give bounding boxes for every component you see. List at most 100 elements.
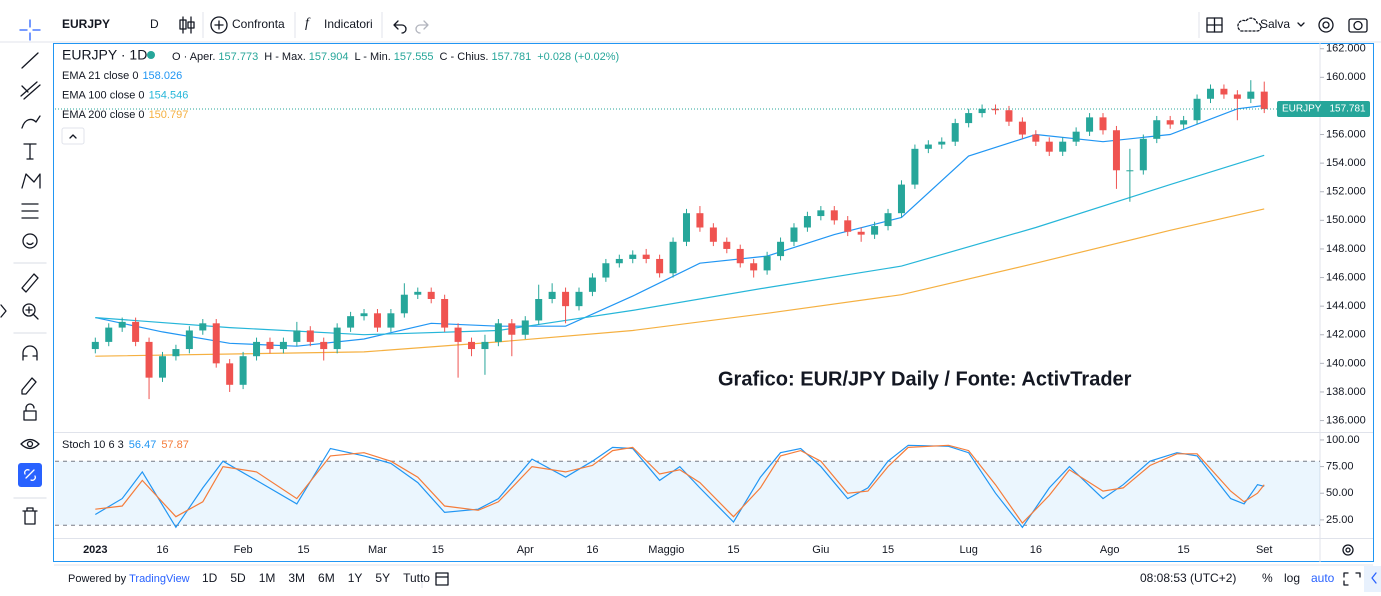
legend-name: EMA 100 close 0 <box>62 89 145 101</box>
candle-body <box>306 330 314 342</box>
candle-body <box>293 330 301 342</box>
candle-body <box>118 321 126 328</box>
zoom-tool[interactable] <box>22 303 39 320</box>
save-icon[interactable] <box>1237 17 1262 32</box>
x-tick-label: 15 <box>882 544 894 556</box>
range-button[interactable]: 1M <box>259 571 276 585</box>
snapshot-icon[interactable] <box>1348 18 1368 33</box>
candle-body <box>803 216 811 228</box>
compare-icon[interactable] <box>210 16 228 34</box>
symbol[interactable]: EURJPY <box>62 17 110 31</box>
lock-tool[interactable] <box>23 403 37 421</box>
range-button[interactable]: 1Y <box>348 571 363 585</box>
candle-body <box>1166 120 1174 125</box>
percent-toggle[interactable]: % <box>1262 571 1273 585</box>
save-menu-icon[interactable] <box>1297 22 1305 27</box>
emoji-tool[interactable] <box>22 233 38 249</box>
y-tick-label: 148.000 <box>1326 243 1366 255</box>
y-tick-label: 142.000 <box>1326 329 1366 341</box>
candle-body <box>615 258 623 264</box>
layout-icon[interactable] <box>1206 17 1223 33</box>
clock: 08:08:53 (UTC+2) <box>1140 571 1236 585</box>
visibility-tool[interactable] <box>20 438 40 450</box>
candle-body <box>736 248 744 264</box>
chart-frame <box>53 43 1374 562</box>
interval[interactable]: D <box>150 17 159 31</box>
range-button[interactable]: 3M <box>288 571 305 585</box>
drawing-toolbar <box>0 19 47 525</box>
fullscreen-icon[interactable] <box>1343 572 1361 586</box>
lock-drawing-tool[interactable] <box>21 377 37 395</box>
x-tick-label: Maggio <box>648 544 684 556</box>
price-badge-name: EURJPY <box>1282 104 1322 115</box>
fib-tool[interactable] <box>20 81 41 100</box>
candle-body <box>629 254 637 259</box>
brand-link[interactable]: TradingView <box>129 573 190 585</box>
prediction-tool[interactable] <box>21 203 39 219</box>
range-button[interactable]: 6M <box>318 571 335 585</box>
indicators-icon[interactable]: f <box>305 16 311 31</box>
brush-tool[interactable] <box>21 115 41 129</box>
delete-tool[interactable] <box>22 507 38 525</box>
candle-body <box>414 291 422 295</box>
candle-body <box>857 231 865 235</box>
candle-body <box>105 327 113 342</box>
chart-style-icon[interactable] <box>179 16 195 34</box>
x-tick-label: Giu <box>812 544 829 556</box>
range-button[interactable]: 1D <box>202 571 218 585</box>
candle-body <box>656 258 664 274</box>
candle-body <box>1206 88 1214 99</box>
candle-body <box>521 320 529 335</box>
compare-button[interactable]: Confronta <box>232 17 285 31</box>
x-tick-label: 15 <box>297 544 309 556</box>
settings-icon[interactable] <box>1318 17 1334 33</box>
candle-body <box>777 241 785 257</box>
redo-icon[interactable] <box>415 20 429 34</box>
x-tick-label: 16 <box>1030 544 1042 556</box>
candle-body <box>951 123 959 142</box>
text-tool[interactable] <box>23 143 37 160</box>
candle-body <box>1005 110 1013 122</box>
axis-settings-icon[interactable] <box>1342 544 1354 556</box>
sync-icon <box>24 469 36 481</box>
candle-body <box>279 341 287 350</box>
trendline-tool[interactable] <box>21 52 39 69</box>
undo-icon[interactable] <box>393 20 407 34</box>
save-button[interactable]: Salva <box>1260 17 1290 31</box>
y-tick-label: 25.00 <box>1326 514 1354 526</box>
candle-body <box>1032 134 1040 142</box>
auto-toggle[interactable]: auto <box>1311 571 1335 585</box>
crosshair-tool[interactable] <box>19 19 41 41</box>
collapse-legend-button[interactable] <box>61 127 85 145</box>
expand-left-icon[interactable] <box>0 304 7 318</box>
x-tick-label: 15 <box>432 544 444 556</box>
indicators-button[interactable]: Indicatori <box>324 17 373 31</box>
ohlc-label: O · Aper. <box>172 51 215 63</box>
x-tick-label: Feb <box>234 544 253 556</box>
range-button[interactable]: Tutto <box>403 571 430 585</box>
candle-body <box>468 341 476 350</box>
candle-body <box>790 227 798 242</box>
x-tick-label: Ago <box>1100 544 1120 556</box>
log-toggle[interactable]: log <box>1284 571 1300 585</box>
candle-body <box>911 148 919 185</box>
magnet-tool[interactable] <box>22 345 38 361</box>
candle-body <box>992 108 1000 111</box>
y-tick-label: 154.000 <box>1326 157 1366 169</box>
sync-tool-active[interactable] <box>18 463 42 487</box>
goto-date-icon[interactable] <box>435 572 449 586</box>
ruler-tool[interactable] <box>21 273 39 293</box>
x-tick-label: Lug <box>959 544 977 556</box>
pattern-tool[interactable] <box>21 173 41 189</box>
indicator-line <box>95 104 1265 347</box>
candle-body <box>871 226 879 235</box>
range-button[interactable]: 5D <box>230 571 246 585</box>
y-tick-label: 146.000 <box>1326 271 1366 283</box>
candle-body <box>924 144 932 149</box>
candle-body <box>830 210 838 221</box>
range-button[interactable]: 5Y <box>375 571 390 585</box>
candle-body <box>750 263 758 271</box>
y-tick-label: 152.000 <box>1326 186 1366 198</box>
